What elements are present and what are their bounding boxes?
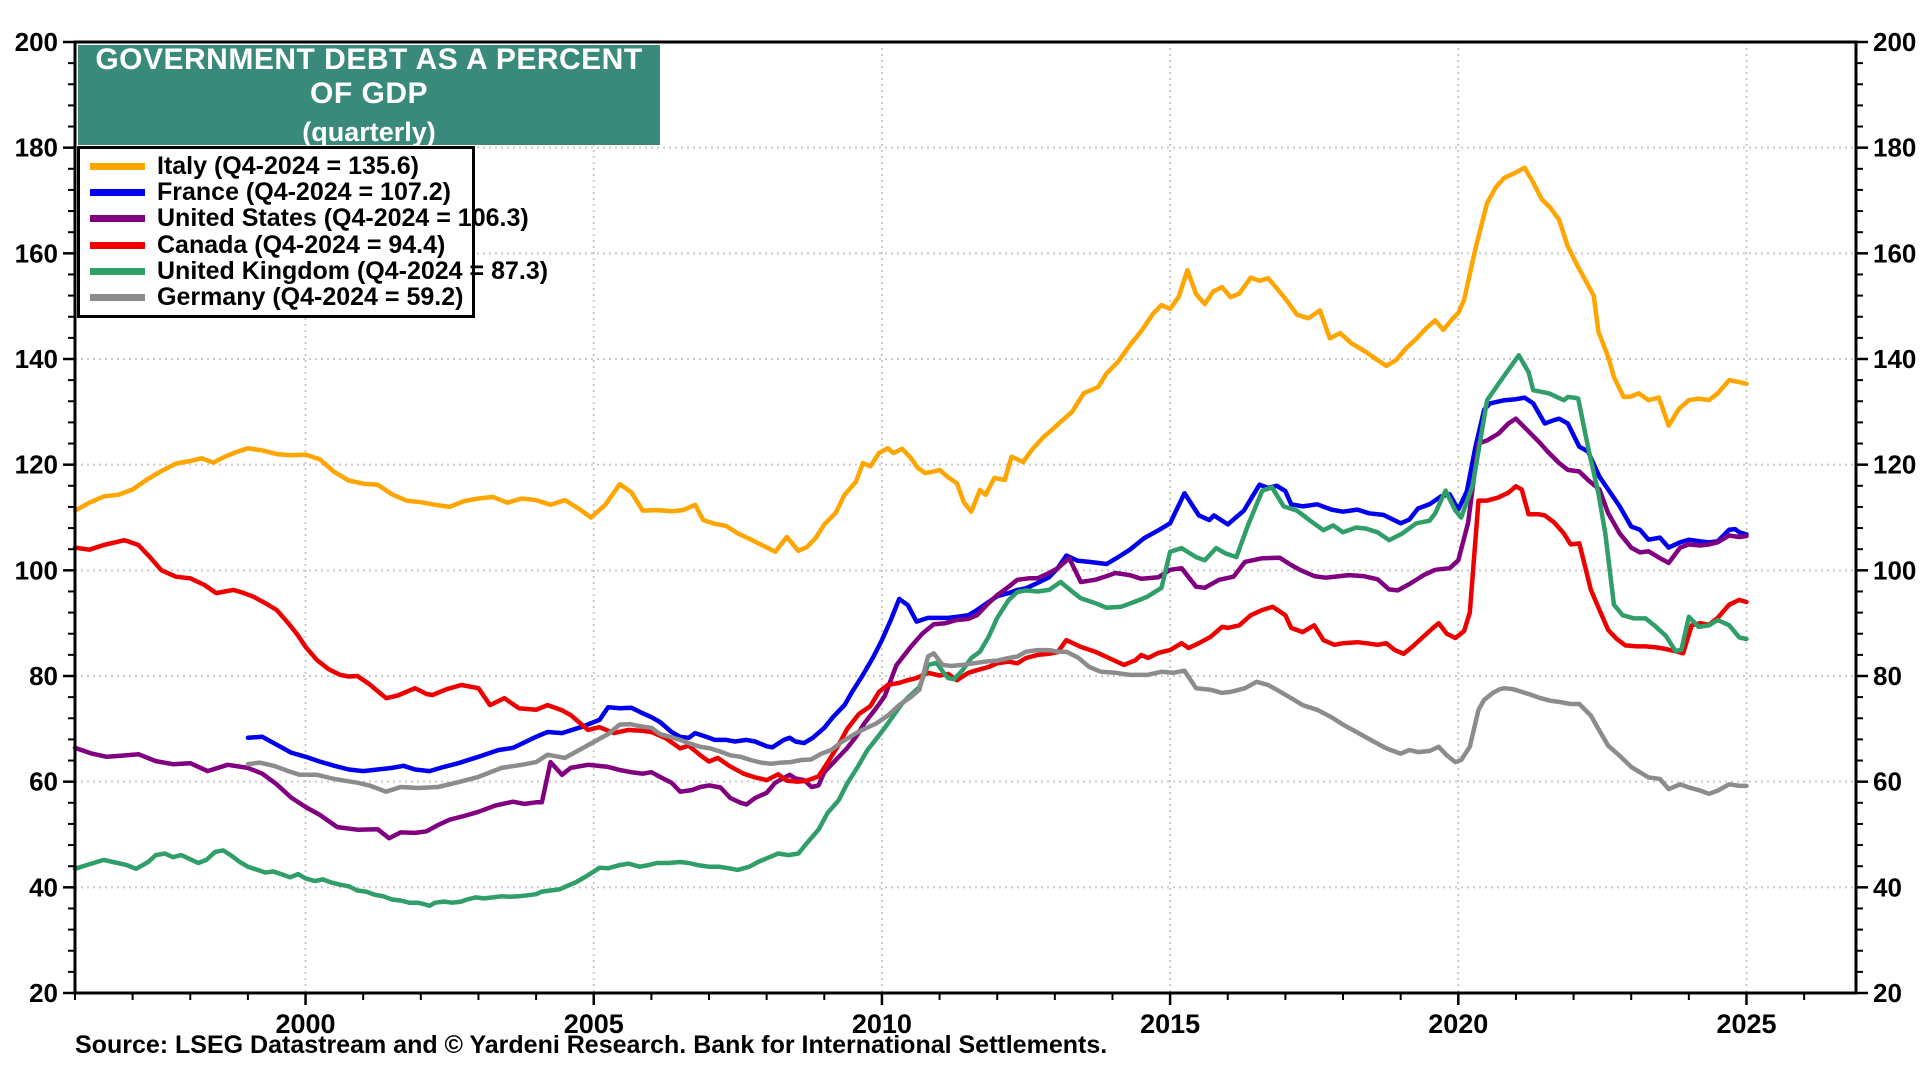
x-axis-label-2010: 2010: [852, 1009, 912, 1039]
series-line-canada: [72, 484, 1749, 784]
y-axis-label-right-100: 100: [1873, 555, 1916, 585]
legend-swatch-united-kingdom: [90, 267, 145, 275]
y-axis-label-right-40: 40: [1873, 872, 1902, 902]
chart-title-bar: GOVERNMENT DEBT AS A PERCENT OF GDP (qua…: [78, 42, 660, 147]
y-axis-label-left-40: 40: [29, 872, 58, 902]
series-line-germany: [245, 647, 1749, 797]
legend-swatch-germany: [90, 294, 145, 302]
series-line-united-states: [72, 416, 1749, 841]
y-axis-label-left-80: 80: [29, 661, 58, 691]
y-axis-label-left-120: 120: [15, 450, 58, 480]
y-axis-label-right-180: 180: [1873, 133, 1916, 163]
y-axis-label-right-120: 120: [1873, 450, 1916, 480]
y-axis-label-right-140: 140: [1873, 344, 1916, 374]
y-axis-label-right-160: 160: [1873, 238, 1916, 268]
y-axis-label-left-100: 100: [15, 555, 58, 585]
legend: Italy (Q4-2024 = 135.6) France (Q4-2024 …: [77, 146, 548, 318]
legend-item-canada: Canada (Q4-2024 = 94.4): [90, 230, 472, 259]
legend-swatch-italy: [90, 162, 145, 170]
y-axis-label-left-180: 180: [15, 133, 58, 163]
legend-label-canada: Canada (Q4-2024 = 94.4): [157, 230, 446, 259]
y-axis-label-right-80: 80: [1873, 661, 1902, 691]
y-axis-label-left-140: 140: [15, 344, 58, 374]
legend-item-germany: Germany (Q4-2024 = 59.2): [90, 283, 472, 312]
y-axis-label-right-60: 60: [1873, 767, 1902, 797]
series-line-italy: [72, 165, 1749, 555]
chart-title: GOVERNMENT DEBT AS A PERCENT OF GDP: [95, 42, 643, 110]
y-axis-label-right-20: 20: [1873, 978, 1902, 1008]
legend-item-united-kingdom: United Kingdom (Q4-2024 = 87.3): [90, 257, 548, 285]
legend-label-united-kingdom: United Kingdom (Q4-2024 = 87.3): [157, 256, 549, 285]
x-axis-label-2005: 2005: [564, 1009, 624, 1039]
plot-border: [73, 40, 1858, 995]
y-axis-label-left-200: 200: [15, 27, 58, 57]
legend-item-france: France (Q4-2024 = 107.2): [90, 178, 472, 207]
chart-subtitle: (quarterly): [302, 116, 436, 147]
y-axis-label-right-200: 200: [1873, 27, 1916, 57]
legend-swatch-france: [90, 189, 145, 197]
x-axis-label-2000: 2000: [276, 1009, 336, 1039]
y-axis-label-left-20: 20: [29, 978, 58, 1008]
legend-swatch-canada: [90, 241, 145, 249]
y-axis-label-left-160: 160: [15, 238, 58, 268]
legend-label-france: France (Q4-2024 = 107.2): [157, 178, 451, 207]
x-axis-label-2025: 2025: [1716, 1009, 1776, 1039]
legend-label-united-states: United States (Q4-2024 = 106.3): [157, 204, 529, 233]
legend-item-united-states: United States (Q4-2024 = 106.3): [90, 204, 529, 232]
legend-label-germany: Germany (Q4-2024 = 59.2): [157, 283, 464, 312]
source-note: Source: LSEG Datastream and © Yardeni Re…: [75, 1031, 1108, 1059]
y-axis-label-left-60: 60: [29, 767, 58, 797]
x-axis-label-2020: 2020: [1428, 1009, 1488, 1039]
series-line-united-kingdom: [72, 353, 1749, 909]
legend-swatch-united-states: [90, 215, 145, 223]
series-line-france: [245, 395, 1749, 774]
legend-item-italy: Italy (Q4-2024 = 135.6): [90, 151, 472, 180]
x-axis-label-2015: 2015: [1140, 1009, 1200, 1039]
legend-label-italy: Italy (Q4-2024 = 135.6): [157, 151, 419, 180]
